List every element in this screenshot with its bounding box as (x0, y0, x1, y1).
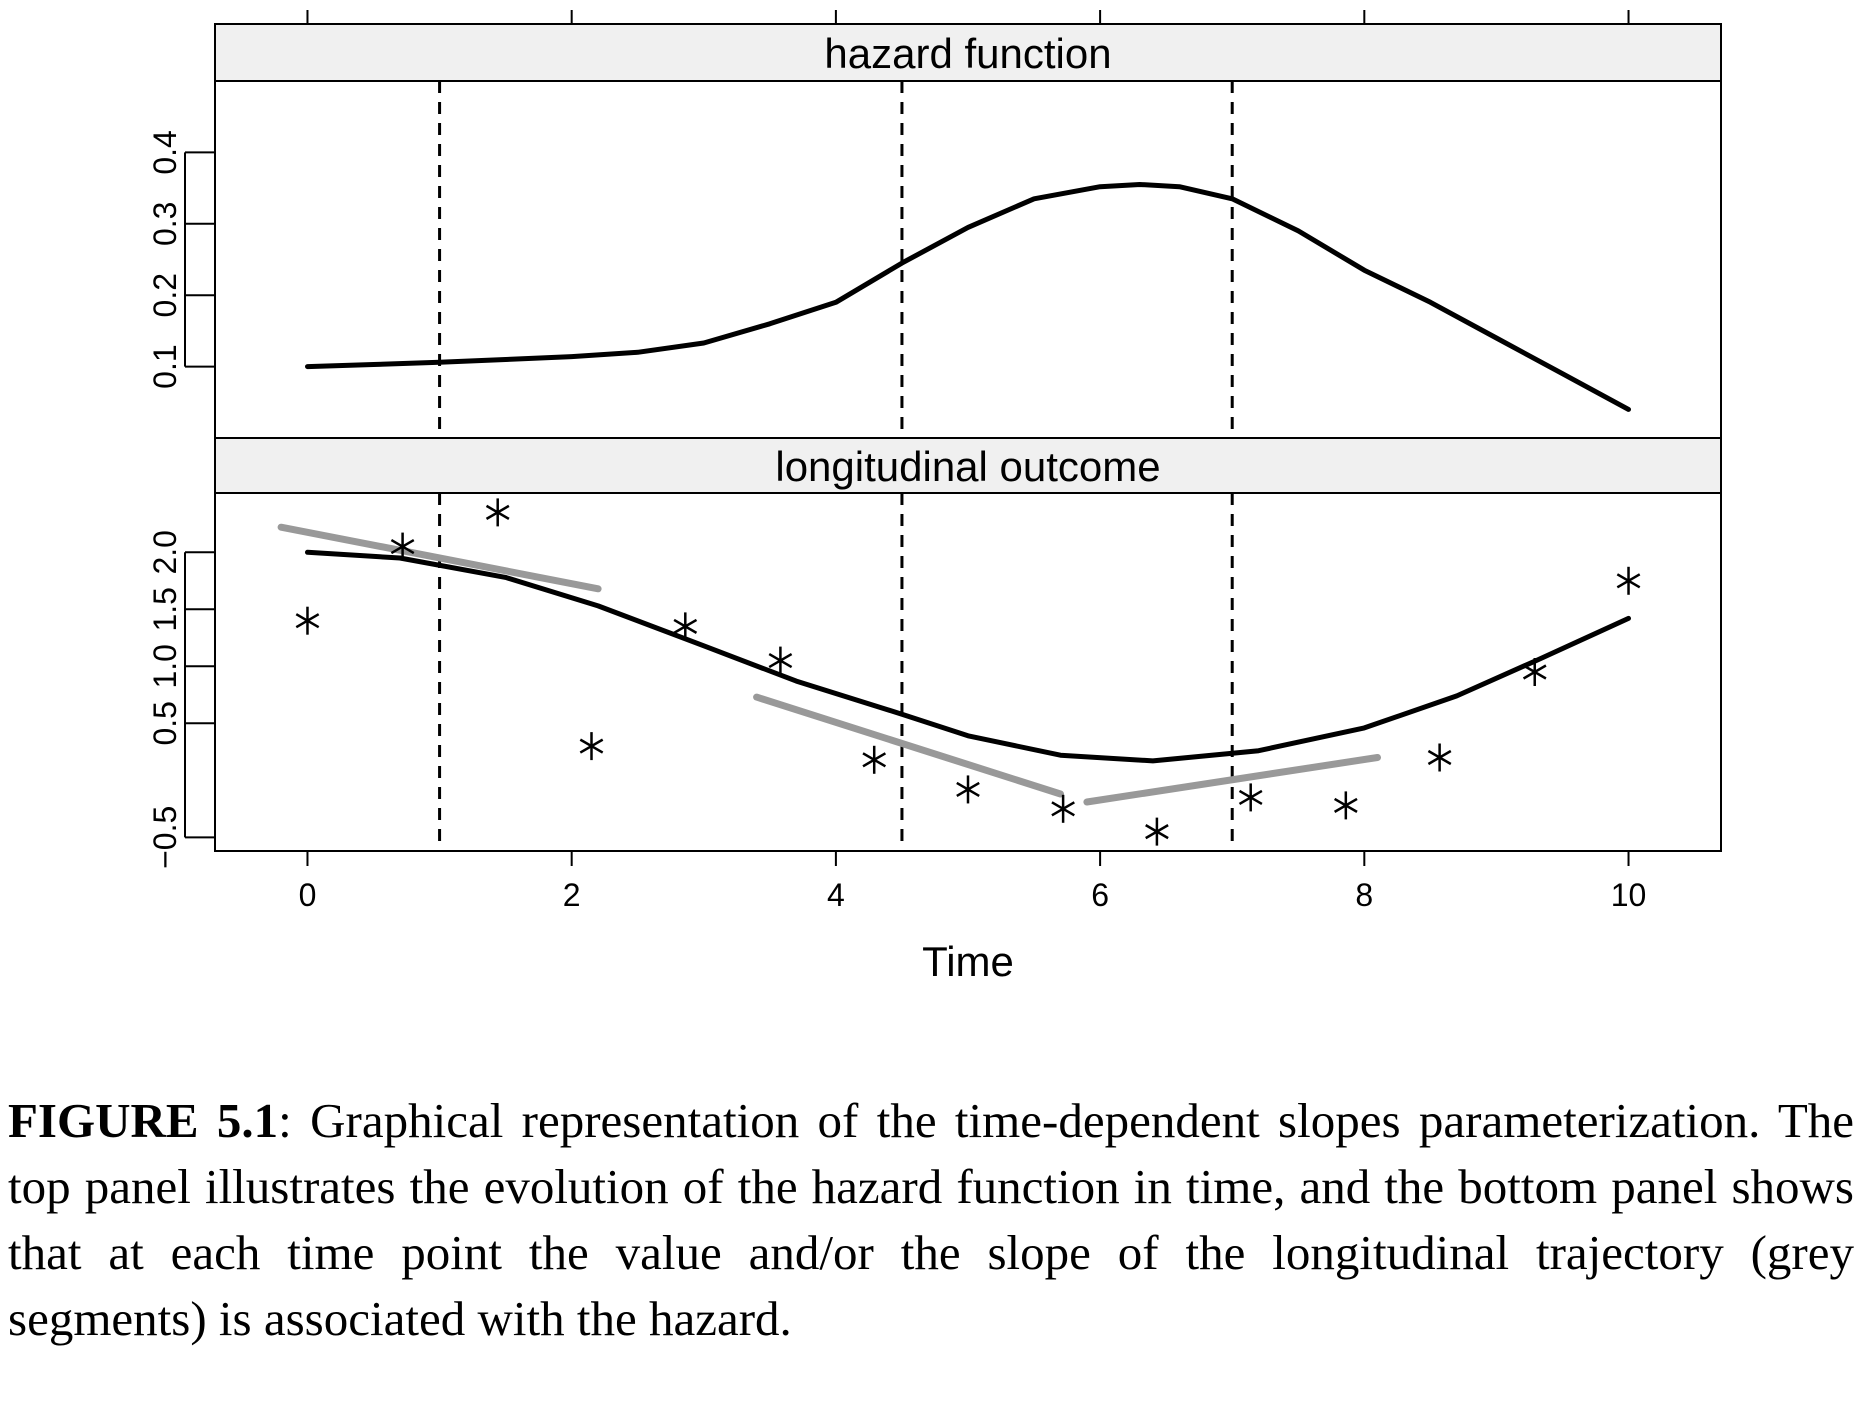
x-tick-label: 0 (299, 877, 317, 913)
x-tick-label: 6 (1091, 877, 1109, 913)
slope-segment-0 (277, 523, 602, 593)
top-axis-ticks (306, 10, 1630, 24)
observation-point (956, 775, 980, 804)
caption-label: FIGURE 5.1 (8, 1093, 279, 1148)
longitudinal-y-tick-label: 2.0 (147, 530, 183, 574)
observation-point (1238, 783, 1263, 812)
observation-point (1333, 791, 1358, 820)
longitudinal-series (305, 549, 1631, 764)
caption-text: : Graphical representation of the time-d… (8, 1093, 1854, 1346)
longitudinal-reference-lines (438, 493, 1234, 851)
observation-point (1522, 658, 1547, 686)
observation-point (1145, 817, 1169, 846)
observation-points (295, 498, 1641, 846)
observation-point (673, 612, 698, 641)
slope-segment-1 (753, 693, 1064, 798)
hazard-y-tick-label: 0.1 (147, 344, 183, 388)
slope-segment-2 (1083, 754, 1381, 806)
observation-point (1051, 794, 1075, 823)
hazard-curve (305, 182, 1631, 412)
x-axis-title: Time (922, 938, 1014, 985)
longitudinal-y-tick-label: −0.5 (147, 806, 183, 869)
hazard-y-tick-label: 0.2 (147, 273, 183, 317)
hazard-y-tick-label: 0.3 (147, 202, 183, 246)
longitudinal-y-tick-label: 1.5 (147, 587, 183, 631)
observation-point (768, 646, 793, 675)
observation-point (390, 532, 415, 561)
observation-point (862, 745, 887, 774)
longitudinal-y-axis: −0.5 0.5 1.0 1.5 2.0 (147, 530, 215, 869)
observation-point (1616, 566, 1641, 595)
longitudinal-y-tick-label: 1.0 (147, 644, 183, 688)
figure-chart: hazard function 0.1 0.2 0.3 0.4 longitudina… (147, 10, 1722, 985)
hazard-reference-lines (438, 81, 1234, 438)
hazard-panel-title: hazard function (824, 30, 1111, 77)
observation-point (1427, 743, 1452, 772)
longitudinal-y-tick-label: 0.5 (147, 701, 183, 745)
longitudinal-panel-title: longitudinal outcome (775, 443, 1160, 490)
observation-point (579, 732, 604, 761)
x-tick-label: 8 (1355, 877, 1373, 913)
observation-point (295, 606, 320, 635)
x-tick-label: 4 (827, 877, 845, 913)
hazard-y-axis: 0.1 0.2 0.3 0.4 (147, 130, 215, 389)
x-tick-label: 10 (1611, 877, 1647, 913)
slope-segments (277, 523, 1381, 806)
hazard-y-tick-label: 0.4 (147, 130, 183, 174)
figure-caption: FIGURE 5.1: Graphical representation of … (8, 1088, 1854, 1352)
x-axis: 0 2 4 6 8 10 (299, 850, 1647, 913)
hazard-series (305, 182, 1631, 412)
x-tick-label: 2 (563, 877, 581, 913)
longitudinal-curve (305, 549, 1631, 764)
observation-point (485, 498, 510, 527)
